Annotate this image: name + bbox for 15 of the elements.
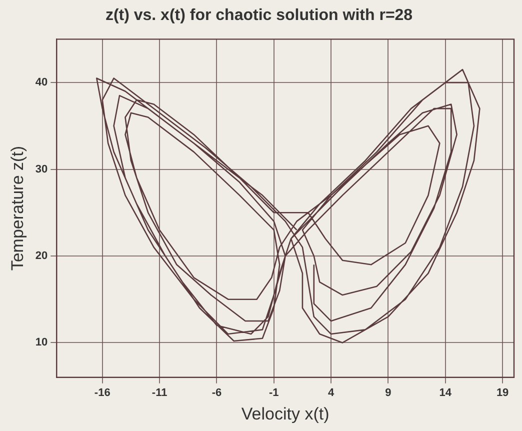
x-tick-label: 9 [385, 387, 392, 400]
x-tick-label: -11 [152, 387, 168, 400]
chart-title: z(t) vs. x(t) for chaotic solution with r=28 [105, 7, 413, 24]
x-tick-label: 19 [496, 387, 509, 400]
y-axis-title: Temperature z(t) [8, 146, 27, 271]
x-tick-label: 14 [439, 387, 452, 400]
x-axis-title: Velocity x(t) [241, 404, 330, 424]
x-tick-label: -6 [212, 387, 222, 400]
y-tick-label: 10 [35, 336, 48, 349]
y-tick-label: 40 [35, 76, 48, 89]
y-tick-label: 30 [35, 163, 48, 176]
x-tick-label: -16 [94, 387, 110, 400]
x-tick-label: -1 [268, 387, 279, 400]
y-tick-label: 20 [35, 250, 48, 262]
x-tick-label: 4 [328, 387, 335, 400]
